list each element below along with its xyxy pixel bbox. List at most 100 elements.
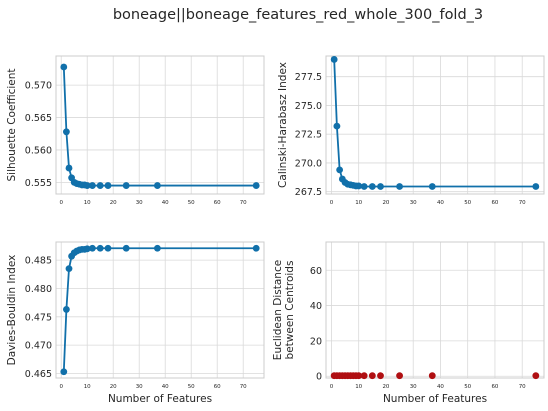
- y-tick-label: 272.5: [295, 130, 322, 141]
- x-tick-label: 70: [240, 384, 247, 390]
- x-tick-label: 30: [410, 384, 417, 390]
- subplot-4: 0 10 20 30 40 50 60 70 0 20 40 60 Euclidean Distance…: [272, 241, 545, 405]
- x-tick-label: 0: [330, 384, 334, 390]
- y-axis-label-line: Euclidean Distance: [272, 260, 284, 360]
- x-tick-label: 60: [214, 384, 221, 390]
- plot-area: [326, 242, 544, 378]
- figure-title: boneage||boneage_features_red_whole_300_…: [113, 7, 483, 23]
- y-tick-label: 270.0: [295, 158, 322, 169]
- data-point: [368, 183, 376, 190]
- plot-area: [56, 56, 264, 194]
- data-point: [96, 182, 104, 189]
- data-point: [336, 166, 344, 174]
- y-tick-label: 0.555: [25, 178, 52, 189]
- data-point: [89, 182, 96, 189]
- y-tick-label: 0.565: [25, 113, 52, 124]
- data-point: [63, 306, 70, 313]
- x-tick-label: 0: [59, 384, 63, 390]
- data-point: [60, 368, 68, 376]
- y-tick-label: 0.485: [25, 256, 52, 267]
- x-tick-label: 60: [491, 384, 498, 390]
- x-tick-label: 40: [162, 384, 169, 390]
- y-tick-label: 275.0: [295, 101, 322, 112]
- y-tick-label: 0.480: [25, 284, 52, 295]
- subplot-1: 0 10 20 30 40 50 60 70 0.555 0.560 0.565 0.570 Silho…: [6, 55, 265, 206]
- x-tick-label: 10: [84, 384, 91, 390]
- x-tick-label: 70: [240, 200, 247, 206]
- x-tick-label: 30: [136, 384, 143, 390]
- data-point: [65, 164, 73, 172]
- data-point: [83, 182, 91, 189]
- x-tick-label: 10: [355, 384, 362, 390]
- data-point: [63, 128, 70, 136]
- data-point: [122, 244, 130, 252]
- x-tick-label: 40: [437, 384, 444, 390]
- data-point: [532, 183, 540, 190]
- data-point: [360, 372, 368, 380]
- x-tick-label: 20: [382, 200, 389, 206]
- y-axis-label: Davies-Bouldin Index: [6, 255, 18, 366]
- data-point: [377, 372, 384, 380]
- x-tick-label: 40: [162, 200, 169, 206]
- data-point: [83, 245, 91, 253]
- x-axis-label: Number of Features: [383, 393, 487, 405]
- data-point: [65, 265, 73, 273]
- y-tick-label: 0.465: [25, 369, 52, 380]
- data-point: [154, 244, 161, 252]
- data-point: [333, 122, 341, 130]
- x-tick-label: 0: [59, 200, 63, 206]
- y-tick-label: 277.5: [295, 72, 322, 83]
- data-point: [377, 183, 384, 190]
- data-point: [428, 372, 436, 380]
- data-point: [396, 372, 403, 380]
- y-tick-label: 60: [310, 266, 322, 277]
- y-tick-label: 0.570: [25, 81, 52, 92]
- data-point: [60, 63, 68, 71]
- plot-frame: [55, 55, 265, 195]
- data-point: [154, 182, 161, 189]
- plot-area: [326, 56, 544, 194]
- y-tick-label: 0.560: [25, 145, 52, 156]
- subplot-3: 0 10 20 30 40 50 60 70 0.465 0.470 0.475 0.480 0.485…: [6, 241, 265, 405]
- x-tick-label: 30: [136, 200, 143, 206]
- x-tick-label: 50: [188, 384, 195, 390]
- data-point: [532, 372, 540, 380]
- y-axis-label-line: between Centroids: [284, 261, 296, 360]
- x-tick-label: 10: [84, 200, 91, 206]
- data-point: [355, 182, 363, 190]
- x-tick-label: 10: [355, 200, 362, 206]
- data-point: [330, 56, 338, 63]
- x-tick-label: 70: [519, 200, 526, 206]
- y-axis-label: Euclidean Distancebetween Centroids: [272, 260, 296, 360]
- y-tick-label: 20: [310, 336, 322, 347]
- data-point: [360, 183, 368, 190]
- x-tick-label: 0: [330, 200, 334, 206]
- x-tick-label: 30: [410, 200, 417, 206]
- data-point: [96, 244, 104, 252]
- x-tick-label: 70: [519, 384, 526, 390]
- subplot-2: 0 10 20 30 40 50 60 70 267.5 270.0 272.5 275.0 277.5…: [277, 55, 545, 206]
- data-point: [428, 183, 436, 190]
- x-tick-label: 40: [437, 200, 444, 206]
- data-point: [252, 182, 260, 189]
- x-tick-label: 20: [382, 384, 389, 390]
- plot-frame: [325, 55, 545, 195]
- y-axis-label: Silhouette Coefficient: [6, 68, 18, 181]
- data-point: [122, 182, 130, 189]
- x-tick-label: 60: [491, 200, 498, 206]
- x-tick-label: 20: [110, 384, 117, 390]
- data-point: [355, 372, 363, 380]
- x-axis-label: Number of Features: [108, 393, 212, 405]
- y-tick-label: 40: [310, 301, 322, 312]
- y-axis-label: Calinski-Harabasz Index: [277, 62, 289, 188]
- y-tick-label: 0.475: [25, 312, 52, 323]
- data-point: [104, 182, 112, 189]
- x-tick-label: 60: [214, 200, 221, 206]
- x-tick-label: 50: [464, 384, 471, 390]
- y-tick-label: 267.5: [295, 187, 322, 198]
- plot-frame: [55, 241, 265, 379]
- plot-frame: [325, 241, 545, 379]
- x-tick-label: 50: [188, 200, 195, 206]
- plot-area: [56, 242, 264, 378]
